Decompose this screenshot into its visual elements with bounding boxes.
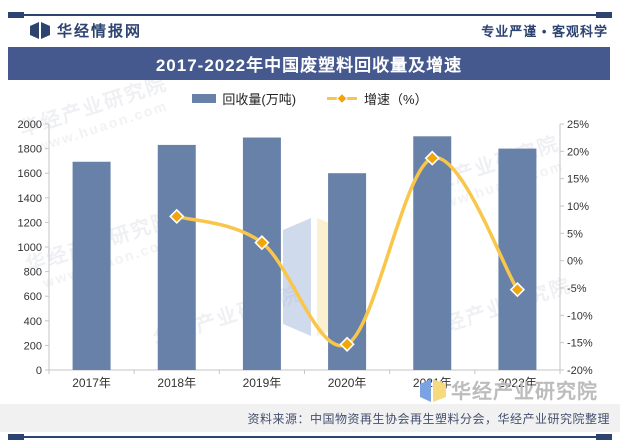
watermark-bottom-right: 华经产业研究院 xyxy=(420,375,598,404)
y-axis-left-label: 1400 xyxy=(18,193,42,205)
legend-line-label: 增速（%） xyxy=(364,91,428,107)
x-axis-label: 2020年 xyxy=(328,376,367,390)
y-axis-right-label: 0% xyxy=(567,256,583,268)
chart-title: 2017-2022年中国废塑料回收量及增速 xyxy=(155,56,463,75)
y-axis-left-label: 1200 xyxy=(18,217,42,229)
chart: 0 200 400 600 800 1000 1200 1400 1600 1800 2000 25%… xyxy=(18,119,593,390)
legend-item-bar: 回收量(万吨) xyxy=(192,89,296,108)
bottom-border-line xyxy=(8,434,612,440)
growth-marker-2022年 xyxy=(509,282,526,298)
chart-legend: 回收量(万吨) 增速（%） xyxy=(0,89,620,107)
y-axis-left-label: 2000 xyxy=(18,119,42,131)
source-text: 资料来源：中国物资再生协会再生塑料分会，华经产业研究院整理 xyxy=(247,411,610,426)
y-axis-left-label: 1000 xyxy=(18,242,42,254)
y-axis-left-label: 200 xyxy=(24,340,42,352)
growth-marker-2018年 xyxy=(169,208,185,225)
y-axis-left-label: 1800 xyxy=(18,144,42,156)
bar-2021年 xyxy=(413,136,452,370)
bar-2019年 xyxy=(242,137,281,370)
y-axis-left-label: 800 xyxy=(24,267,42,279)
y-axis-right-label: 10% xyxy=(567,201,589,213)
growth-marker-2021年 xyxy=(424,150,440,166)
x-axis-label: 2018年 xyxy=(157,376,196,390)
legend-bar-label: 回收量(万吨) xyxy=(222,91,297,107)
brand-slogan: 专业严谨 • 客观科学 xyxy=(481,23,608,39)
growth-marker-2020年 xyxy=(339,336,355,352)
x-axis-label: 2019年 xyxy=(243,376,282,390)
watermark-brand-logo-icon xyxy=(420,378,446,402)
legend-line-swatch xyxy=(327,92,358,104)
y-axis-left-label: 1600 xyxy=(18,168,42,180)
footer-source-band: 资料来源：中国物资再生协会再生塑料分会，华经产业研究院整理 xyxy=(0,404,620,432)
watermark-brand-name: 华经产业研究院 xyxy=(451,381,598,403)
bar-2018年 xyxy=(157,144,196,370)
y-axis-right-label: 20% xyxy=(567,146,589,158)
x-axis-label: 2017年 xyxy=(72,376,111,390)
y-axis-right-label: 25% xyxy=(567,119,589,131)
top-border-line xyxy=(8,12,612,18)
y-axis-left-label: 600 xyxy=(24,291,42,303)
chart-title-banner: 2017-2022年中国废塑料回收量及增速 xyxy=(8,47,610,80)
growth-line xyxy=(175,156,520,348)
y-axis-right-label: -10% xyxy=(567,310,593,322)
brand-name: 华经情报网 xyxy=(57,22,143,40)
y-axis-right-label: -15% xyxy=(567,338,593,350)
y-axis-left-label: 400 xyxy=(24,316,42,328)
bar-2017年 xyxy=(72,161,111,370)
y-axis-right-label: 5% xyxy=(567,228,583,240)
y-axis-right-label: -5% xyxy=(567,283,587,295)
bar-2022年 xyxy=(498,148,537,370)
y-axis-right-label: -20% xyxy=(567,365,593,377)
brand: 华经情报网 xyxy=(30,20,142,41)
legend-item-line: 增速（%） xyxy=(326,89,428,108)
legend-bar-swatch xyxy=(192,93,217,103)
x-axis-label: 2022年 xyxy=(498,376,537,390)
header: 华经情报网 专业严谨 • 客观科学 xyxy=(30,19,608,41)
brand-logo-icon xyxy=(30,21,50,39)
growth-marker-2019年 xyxy=(254,234,270,251)
y-axis-left-label: 0 xyxy=(36,365,42,377)
y-axis-right-label: 15% xyxy=(567,174,589,186)
